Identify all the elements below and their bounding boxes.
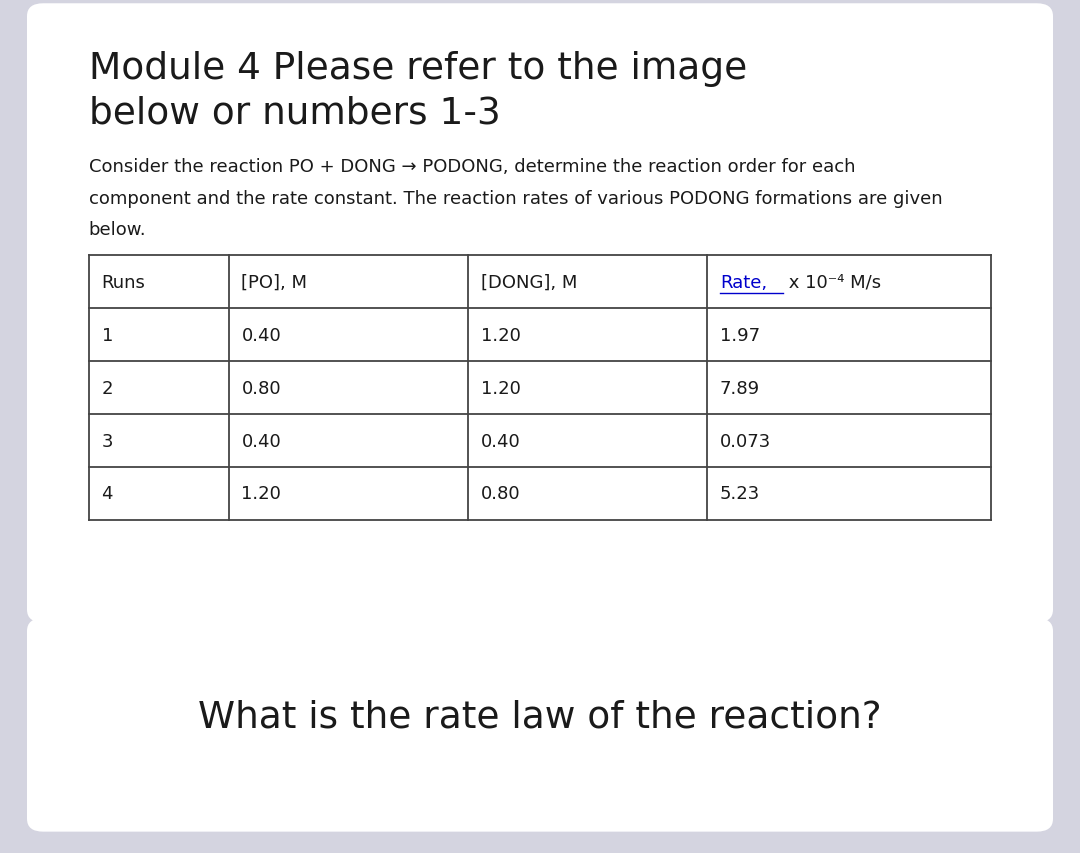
Text: 0.073: 0.073 [720,432,771,450]
Text: below or numbers 1-3: below or numbers 1-3 [89,96,500,131]
Text: 0.80: 0.80 [481,485,521,503]
Text: [PO], M: [PO], M [242,273,308,292]
Text: 1.20: 1.20 [481,379,521,397]
Text: below.: below. [89,221,146,239]
Text: 0.40: 0.40 [242,432,281,450]
Text: 1.97: 1.97 [720,326,760,345]
Text: 7.89: 7.89 [720,379,760,397]
Text: [DONG], M: [DONG], M [481,273,577,292]
Text: 4: 4 [102,485,113,503]
Text: Consider the reaction PO + DONG → PODONG, determine the reaction order for each: Consider the reaction PO + DONG → PODONG… [89,158,855,176]
Text: Rate,: Rate, [720,273,767,292]
Text: What is the rate law of the reaction?: What is the rate law of the reaction? [199,699,881,734]
Text: 0.80: 0.80 [242,379,281,397]
Text: component and the rate constant. The reaction rates of various PODONG formations: component and the rate constant. The rea… [89,189,942,207]
Text: x 10⁻⁴ M/s: x 10⁻⁴ M/s [783,273,881,292]
Text: 5.23: 5.23 [720,485,760,503]
Text: 0.40: 0.40 [242,326,281,345]
Text: 1: 1 [102,326,113,345]
Text: 1.20: 1.20 [481,326,521,345]
Text: 3: 3 [102,432,113,450]
Text: 1.20: 1.20 [242,485,282,503]
Text: Module 4 Please refer to the image: Module 4 Please refer to the image [89,51,746,87]
Text: 2: 2 [102,379,113,397]
Text: Runs: Runs [102,273,146,292]
Text: 0.40: 0.40 [481,432,521,450]
